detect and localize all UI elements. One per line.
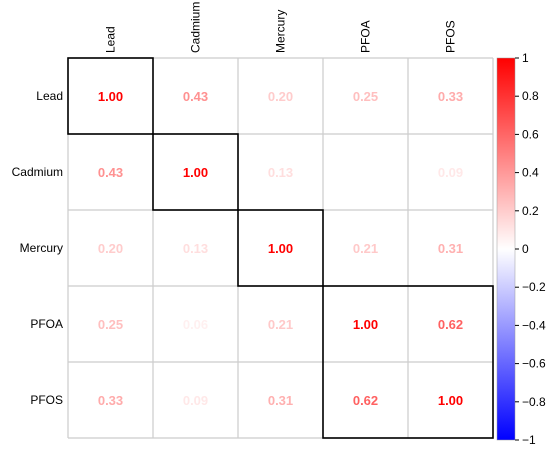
colorbar-tick-label: 0.8 [522,89,539,103]
cell-value-pfoa-lead: 0.25 [98,317,123,332]
row-label-pfoa: PFOA [30,317,63,331]
colorbar-tick-label: −0.2 [522,280,546,294]
cluster-box-1 [67,57,154,135]
cell-value-pfoa-cadmium: 0.06 [183,317,208,332]
cell-value-mercury-pfoa: 0.21 [353,241,378,256]
col-label-lead: Lead [104,26,118,53]
cell-value-lead-pfos: 0.33 [438,89,463,104]
col-label-pfoa: PFOA [359,20,373,53]
colorbar-tick-label: −0.8 [522,395,546,409]
cell-value-cadmium-lead: 0.43 [98,165,123,180]
cell-value-pfoa-pfos: 0.62 [438,317,463,332]
colorbar-tick-label: −1 [522,433,536,447]
colorbar-tick-label: −0.4 [522,318,546,332]
cell-value-pfos-cadmium: 0.09 [183,393,208,408]
cluster-box-3 [237,209,324,287]
colorbar-tick-label: 1 [522,51,529,65]
cluster-boxes [67,57,494,439]
cell-value-cadmium-pfoa: 0.00 [353,165,378,180]
cell-value-mercury-lead: 0.20 [98,241,123,256]
row-label-cadmium: Cadmium [12,165,63,179]
colorbar-tick-label: 0.6 [522,127,539,141]
cell-value-pfos-pfos: 1.00 [438,393,463,408]
cell-value-lead-cadmium: 0.43 [183,89,208,104]
cell-value-mercury-cadmium: 0.13 [183,241,208,256]
cell-value-cadmium-pfos: 0.09 [438,165,463,180]
cell-value-mercury-pfos: 0.31 [438,241,463,256]
cluster-box-4 [322,285,494,439]
cell-value-lead-pfoa: 0.25 [353,89,378,104]
cell-value-lead-lead: 1.00 [98,89,123,104]
row-label-lead: Lead [36,89,63,103]
cell-value-pfos-pfoa: 0.62 [353,393,378,408]
cell-value-pfos-mercury: 0.31 [268,393,293,408]
heatmap-cells: 1.00 0.43 0.20 0.25 0.33 0.43 1.00 0.13 0.00 0.09… [98,89,463,408]
col-label-pfos: PFOS [444,20,458,53]
cell-value-lead-mercury: 0.20 [268,89,293,104]
axis-labels: Lead Lead Cadmium Cadmium Mercury Mercury PFOA… [12,2,458,407]
cluster-box-2 [152,133,239,211]
colorbar-tick-label: 0 [522,242,529,256]
cell-value-mercury-mercury: 1.00 [268,241,293,256]
row-label-mercury: Mercury [20,241,63,255]
col-label-cadmium: Cadmium [189,2,203,53]
cell-value-cadmium-mercury: 0.13 [268,165,293,180]
colorbar-gradient [496,57,516,441]
colorbar-tick-label: −0.6 [522,357,546,371]
col-label-mercury: Mercury [274,10,288,53]
cell-value-pfoa-pfoa: 1.00 [353,317,378,332]
colorbar-ticks: 1 0.8 0.6 0.4 0.2 0 −0.2 −0.4 −0.6 −0.8 −1 [515,51,546,447]
colorbar-tick-label: 0.4 [522,166,539,180]
cell-value-pfoa-mercury: 0.21 [268,317,293,332]
cell-value-cadmium-cadmium: 1.00 [183,165,208,180]
row-label-pfos: PFOS [30,393,63,407]
colorbar-tick-label: 0.2 [522,204,539,218]
cell-value-pfos-lead: 0.33 [98,393,123,408]
colorbar: 1 0.8 0.6 0.4 0.2 0 −0.2 −0.4 −0.6 −0.8 −1 [496,51,546,447]
